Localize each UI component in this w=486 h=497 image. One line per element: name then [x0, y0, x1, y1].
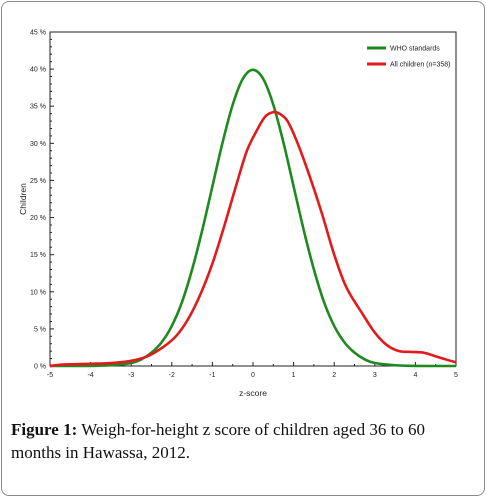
y-tick-label: 25 %	[30, 178, 46, 185]
y-tick-label: 35 %	[30, 104, 46, 111]
x-tick-label: 0	[251, 372, 255, 379]
y-tick-label: 40 %	[30, 67, 46, 74]
figure-caption: Figure 1: Weigh-for-height z score of ch…	[11, 418, 477, 464]
x-tick-label: -2	[169, 372, 175, 379]
legend: WHO standards All children (n=358)	[367, 46, 451, 69]
y-tick-label: 10 %	[30, 289, 46, 296]
x-tick-label: -1	[209, 372, 215, 379]
y-tick-label: 45 %	[30, 30, 46, 37]
caption-figure-label: Figure 1:	[11, 420, 78, 439]
x-tick-label: -5	[47, 372, 53, 379]
who-standards-line	[49, 68, 457, 368]
x-tick-label: -3	[128, 372, 134, 379]
chart: -5 -4 -3 -2 -1 0 1 2 3 4 5 0 % 5 % 10 % 15 % 20 % 25 % 3…	[18, 30, 458, 399]
x-tick-label: 4	[413, 372, 417, 379]
x-tick-label: 3	[373, 372, 377, 379]
plot-area	[49, 31, 457, 367]
x-tick-label: 5	[454, 372, 458, 379]
legend-label-all-children: All children (n=358)	[390, 62, 451, 69]
all-children-line	[49, 110, 457, 368]
x-tick-label: 1	[292, 372, 296, 379]
series-lines	[49, 68, 457, 368]
x-tick-label: -4	[87, 372, 93, 379]
x-axis-ticks: -5 -4 -3 -2 -1 0 1 2 3 4 5	[47, 362, 458, 379]
y-tick-label: 0 %	[34, 364, 46, 371]
y-tick-label: 5 %	[34, 326, 46, 333]
caption-text: Weigh-for-height z score of children age…	[11, 420, 426, 462]
y-tick-label: 30 %	[30, 141, 46, 148]
legend-label-who: WHO standards	[390, 46, 440, 53]
y-axis-ticks: 0 % 5 % 10 % 15 % 20 % 25 % 30 % 35 % 40 % 45 %	[30, 30, 54, 371]
y-axis-label: Children	[18, 183, 28, 215]
y-tick-label: 20 %	[30, 215, 46, 222]
y-tick-label: 15 %	[30, 252, 46, 259]
x-tick-label: 2	[332, 372, 336, 379]
x-axis-label: z-score	[239, 388, 267, 398]
